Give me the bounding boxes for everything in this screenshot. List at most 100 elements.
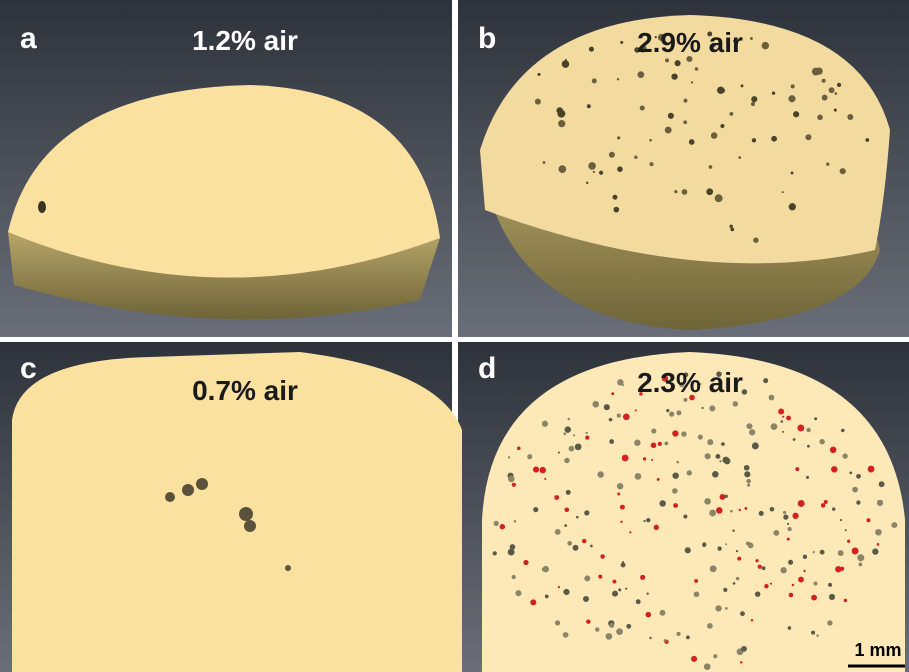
pore [746, 479, 750, 483]
pore [751, 619, 754, 622]
pore [565, 508, 569, 512]
pore [738, 156, 741, 159]
pore [665, 58, 669, 62]
pore [877, 500, 883, 506]
pore [841, 429, 845, 433]
pore [715, 454, 720, 459]
pore [659, 500, 665, 506]
pore [671, 73, 677, 79]
pore [840, 168, 846, 174]
pore [783, 515, 788, 520]
pore [637, 71, 644, 78]
pore [752, 442, 759, 449]
pore [812, 68, 820, 76]
pore [683, 99, 687, 103]
pore [791, 84, 795, 88]
pore [544, 478, 546, 480]
pore [725, 543, 727, 545]
pore [829, 594, 835, 600]
pore [621, 563, 626, 568]
pore [811, 631, 815, 635]
pore [590, 545, 593, 548]
scale-bar-label: 1 mm [854, 640, 901, 660]
pore [651, 459, 653, 461]
pore [564, 524, 567, 527]
pore [617, 414, 621, 418]
pore [866, 518, 870, 522]
pore [672, 472, 678, 478]
pore [849, 471, 852, 474]
pore [792, 584, 794, 586]
pore [813, 582, 817, 586]
panel-caption: 2.9% air [637, 27, 743, 58]
pore [817, 115, 823, 121]
pore [613, 207, 619, 213]
pore [811, 595, 817, 601]
pore [543, 566, 549, 572]
pore [617, 166, 623, 172]
pore [616, 628, 623, 635]
pore [703, 544, 706, 547]
pore [635, 473, 642, 480]
pore [783, 511, 786, 514]
pore [709, 165, 713, 169]
pore [721, 442, 725, 446]
pore [500, 524, 505, 529]
pore [759, 511, 764, 516]
pore [554, 495, 559, 500]
pore [789, 593, 794, 598]
pore [686, 636, 690, 640]
pore [787, 527, 791, 531]
pore [769, 395, 775, 401]
pore [725, 607, 728, 610]
pore [840, 519, 842, 521]
pore [847, 540, 850, 543]
panel-label: a [20, 22, 37, 55]
pore [674, 190, 677, 193]
pore [798, 577, 804, 583]
pore [567, 418, 569, 420]
pore [558, 451, 560, 453]
pore [782, 431, 784, 433]
pore [813, 551, 815, 553]
pore [649, 139, 652, 142]
pore [740, 661, 742, 663]
pore [712, 471, 719, 478]
pore [563, 432, 566, 435]
pore [781, 420, 784, 423]
pore [822, 95, 828, 101]
pore [555, 529, 561, 535]
pore [584, 510, 589, 515]
figure: a 1.2% air b 2.9% air c 0.7% air d 2.3% … [0, 0, 909, 672]
pore [673, 503, 678, 508]
pore [795, 467, 799, 471]
pore [741, 84, 744, 87]
pore [609, 152, 615, 158]
pore [751, 102, 755, 106]
pore [711, 132, 718, 139]
pore [695, 67, 698, 70]
pore [646, 612, 652, 618]
pore [753, 237, 758, 242]
pore [698, 434, 703, 439]
pore [844, 599, 847, 602]
pore [762, 566, 766, 570]
pore [640, 575, 645, 580]
pore [585, 432, 587, 434]
pore [599, 171, 603, 175]
pore [676, 410, 681, 415]
pore [787, 538, 790, 541]
pore [664, 639, 667, 642]
pore [852, 487, 858, 493]
pore [819, 439, 824, 444]
pore [651, 442, 657, 448]
pore [623, 413, 630, 420]
pore [787, 523, 789, 525]
pore [622, 384, 624, 386]
pore [676, 632, 680, 636]
pore [527, 454, 532, 459]
pore [716, 507, 723, 514]
pore [704, 663, 711, 670]
pore [736, 550, 738, 552]
pore [676, 461, 679, 464]
